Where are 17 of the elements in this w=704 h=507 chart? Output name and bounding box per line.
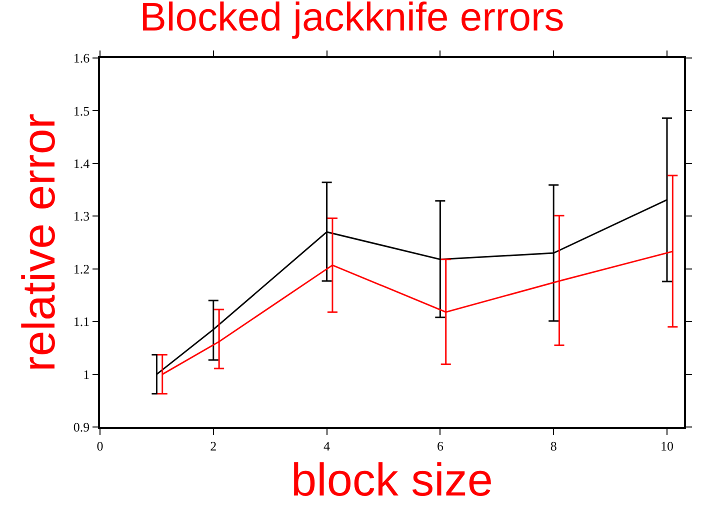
- y-axis-title: relative error: [12, 113, 64, 372]
- chart-title: Blocked jackknife errors: [140, 0, 564, 40]
- x-tick-label: 0: [96, 438, 104, 454]
- x-tick-label: 8: [550, 438, 557, 454]
- y-tick-label: 1: [83, 366, 90, 382]
- y-tick-label: 0.9: [73, 420, 90, 435]
- y-tick-label: 1.3: [73, 208, 90, 224]
- x-tick-label: 2: [210, 438, 217, 454]
- x-axis-title: block size: [291, 453, 493, 506]
- y-tick-label: 1.1: [73, 314, 90, 330]
- y-tick-label: 1.2: [73, 261, 90, 276]
- x-tick-label: 4: [324, 438, 331, 454]
- x-tick-label: 10: [660, 438, 674, 454]
- x-tick-label: 6: [436, 438, 444, 454]
- y-tick-label: 1.4: [73, 156, 90, 171]
- y-tick-label: 1.6: [73, 50, 90, 66]
- y-tick-label: 1.5: [73, 103, 90, 118]
